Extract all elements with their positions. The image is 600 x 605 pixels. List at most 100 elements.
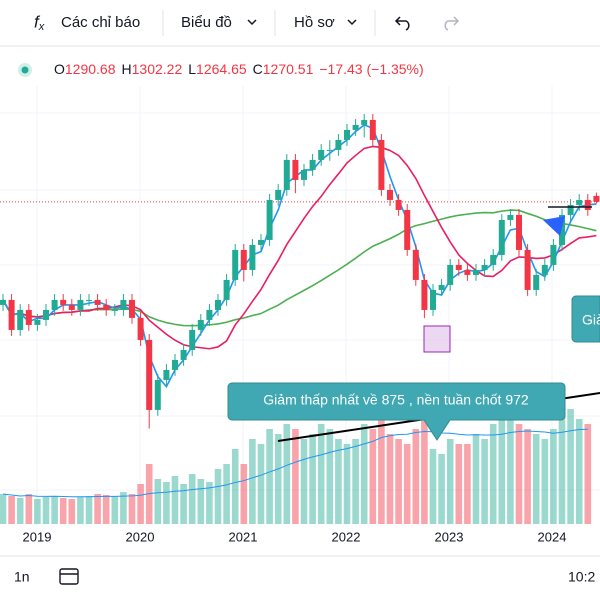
candle-body (421, 279, 428, 310)
volume-bar (472, 434, 480, 524)
volume-bar (489, 424, 497, 524)
volume-bar (292, 429, 299, 524)
candle-body (206, 309, 213, 320)
interval-button[interactable]: 1n (14, 569, 30, 585)
candle-body (438, 284, 445, 290)
profile-button[interactable]: Hồ sơ (294, 14, 335, 31)
ohlc-label: H (122, 61, 132, 77)
volume-bar (42, 497, 50, 524)
callout-text: Giảm thấp nhất về 875 , nền tuần chốt 97… (263, 392, 529, 408)
volume-bar (507, 404, 514, 524)
candle-body (51, 299, 58, 310)
candle-body (8, 299, 15, 330)
volume-bar (369, 429, 377, 524)
ohlc-label: C (253, 61, 263, 77)
volume-bar (25, 494, 33, 524)
candle-body (404, 209, 411, 250)
callout (227, 382, 566, 441)
candle-body (344, 129, 350, 140)
candle-body (103, 304, 110, 310)
volume-bar (378, 404, 385, 524)
ohlc-label: O (54, 61, 65, 77)
volume-bar (197, 479, 205, 524)
candle-body (172, 359, 178, 370)
chart-button[interactable]: Biểu đồ (181, 14, 232, 31)
candle-body (258, 239, 264, 245)
candle-body (352, 124, 359, 130)
volume-bar (335, 439, 342, 524)
volume-bar (274, 434, 282, 524)
candle-body (60, 299, 67, 305)
volume-bar (498, 414, 506, 524)
volume-bar (421, 419, 428, 524)
chevron (347, 19, 357, 26)
volume-bar (524, 429, 531, 524)
candle-body (197, 319, 204, 330)
candle-body (301, 169, 307, 180)
candle-body (249, 244, 256, 270)
volume-bar (171, 476, 179, 524)
clock: 10:2 (568, 569, 595, 585)
chevron (247, 19, 257, 26)
volume-bar (257, 444, 265, 524)
candle-body (584, 199, 591, 210)
candle-body (146, 339, 153, 410)
candle-body (163, 369, 170, 380)
volume-bar (94, 494, 101, 524)
volume-bar (283, 424, 291, 524)
candle-body (455, 264, 462, 270)
volume-bar (343, 444, 351, 524)
calendar-icon (59, 568, 79, 585)
x-tick-label: 2019 (23, 529, 52, 544)
volume-bar (550, 429, 557, 524)
x-tick-label: 2021 (229, 529, 258, 544)
candle-body (266, 199, 273, 240)
volume-bar (51, 496, 58, 524)
candle-body (120, 299, 127, 310)
drawing-arrow (543, 216, 565, 236)
candle-body (94, 299, 101, 305)
volume-bar (429, 449, 437, 524)
volume-bar (515, 424, 523, 524)
candle-body (498, 219, 505, 255)
candle-body (240, 249, 247, 270)
volume-bar (532, 434, 540, 524)
redo-button[interactable] (444, 16, 460, 31)
undo-button[interactable] (394, 16, 410, 31)
volume-bar (223, 464, 230, 524)
volume-bar (567, 409, 574, 524)
candle-body (464, 269, 471, 275)
candle-body (541, 264, 548, 275)
candle-body (516, 214, 522, 250)
candle-body (567, 204, 574, 215)
x-tick-label: 2023 (435, 529, 464, 544)
volume-bar (34, 499, 41, 524)
volume-bar (0, 494, 7, 524)
candle-body (559, 214, 565, 245)
volume-bar (541, 439, 549, 524)
moving-average (2, 124, 597, 389)
candle-body (180, 349, 187, 360)
candle-body (387, 189, 393, 200)
candle-body (0, 299, 6, 305)
volume-bar (266, 429, 273, 524)
moving-average (2, 145, 597, 350)
ohlc-value: 1264.65 (196, 61, 247, 77)
volume-bar (59, 498, 67, 524)
volume-bar (317, 424, 325, 524)
volume-bar (16, 498, 24, 524)
candle-body (68, 304, 75, 310)
date-range-button[interactable] (59, 568, 79, 585)
indicators-button[interactable]: Các chỉ báo (61, 14, 140, 31)
x-tick-label: 2024 (538, 529, 567, 544)
callout-text: Giả (582, 312, 600, 328)
candle-body (154, 379, 161, 410)
volume-bar (77, 497, 84, 524)
volume-bar (249, 439, 256, 524)
candle-body (17, 309, 24, 330)
candle-body (507, 214, 514, 220)
volume-bar (137, 484, 144, 524)
fx-icon[interactable]: fx (34, 12, 45, 32)
volume-bar (309, 434, 316, 524)
